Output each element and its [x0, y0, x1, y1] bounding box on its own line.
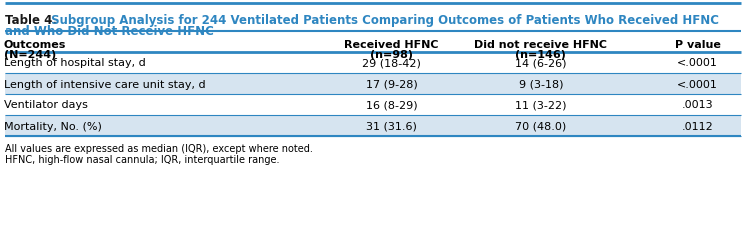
Text: 17 (9-28): 17 (9-28): [366, 79, 418, 89]
Text: Length of hospital stay, d: Length of hospital stay, d: [4, 58, 145, 68]
Text: .0112: .0112: [682, 121, 713, 131]
Text: Ventilator days: Ventilator days: [4, 100, 87, 110]
Bar: [5, 116, 741, 137]
Text: P value: P value: [674, 40, 721, 50]
Text: 70 (48.0): 70 (48.0): [515, 121, 566, 131]
Text: 9 (3-18): 9 (3-18): [518, 79, 563, 89]
Text: 14 (6-26): 14 (6-26): [515, 58, 567, 68]
Text: Subgroup Analysis for 244 Ventilated Patients Comparing Outcomes of Patients Who: Subgroup Analysis for 244 Ventilated Pat…: [47, 14, 719, 27]
Text: Received HFNC: Received HFNC: [345, 40, 439, 50]
Bar: [5, 53, 741, 74]
Text: Outcomes: Outcomes: [4, 40, 66, 50]
Text: (N=244): (N=244): [4, 50, 56, 60]
Text: and Who Did Not Receive HFNC: and Who Did Not Receive HFNC: [5, 25, 214, 38]
Text: HFNC, high-flow nasal cannula; IQR, interquartile range.: HFNC, high-flow nasal cannula; IQR, inte…: [5, 154, 280, 164]
Text: (n=146): (n=146): [515, 50, 566, 60]
Text: Did not receive HFNC: Did not receive HFNC: [474, 40, 607, 50]
Text: <.0001: <.0001: [677, 58, 718, 68]
Text: Table 4.: Table 4.: [5, 14, 57, 27]
Text: 16 (8-29): 16 (8-29): [366, 100, 418, 110]
Text: <.0001: <.0001: [677, 79, 718, 89]
Bar: [5, 94, 741, 116]
Text: Length of intensive care unit stay, d: Length of intensive care unit stay, d: [4, 79, 205, 89]
Text: 29 (18-42): 29 (18-42): [363, 58, 421, 68]
Text: .0013: .0013: [682, 100, 713, 110]
Text: Mortality, No. (%): Mortality, No. (%): [4, 121, 101, 131]
Text: All values are expressed as median (IQR), except where noted.: All values are expressed as median (IQR)…: [5, 143, 313, 153]
Text: 31 (31.6): 31 (31.6): [366, 121, 417, 131]
Text: (n=98): (n=98): [370, 50, 413, 60]
Bar: [5, 74, 741, 94]
Text: 11 (3-22): 11 (3-22): [515, 100, 567, 110]
